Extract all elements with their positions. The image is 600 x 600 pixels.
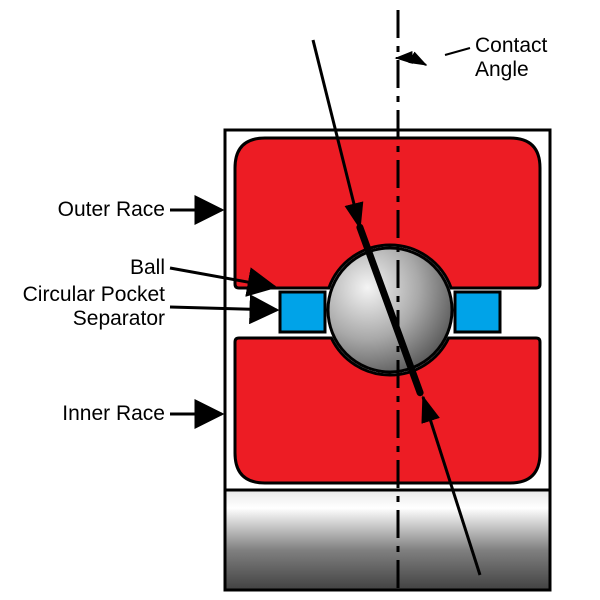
diagram-container: ContactAngle Outer Race Ball Circular Po… [0,0,600,600]
label-contact-angle: ContactAngle [475,34,595,82]
shaft [225,490,550,590]
label-separator: Circular PocketSeparator [0,283,165,331]
label-outer-race: Outer Race [0,198,165,222]
angle-arc [396,58,426,65]
leader-separator [170,307,277,310]
label-ball: Ball [0,256,165,280]
separator-right [455,292,500,332]
label-inner-race: Inner Race [0,402,165,426]
separator-left [280,292,325,332]
